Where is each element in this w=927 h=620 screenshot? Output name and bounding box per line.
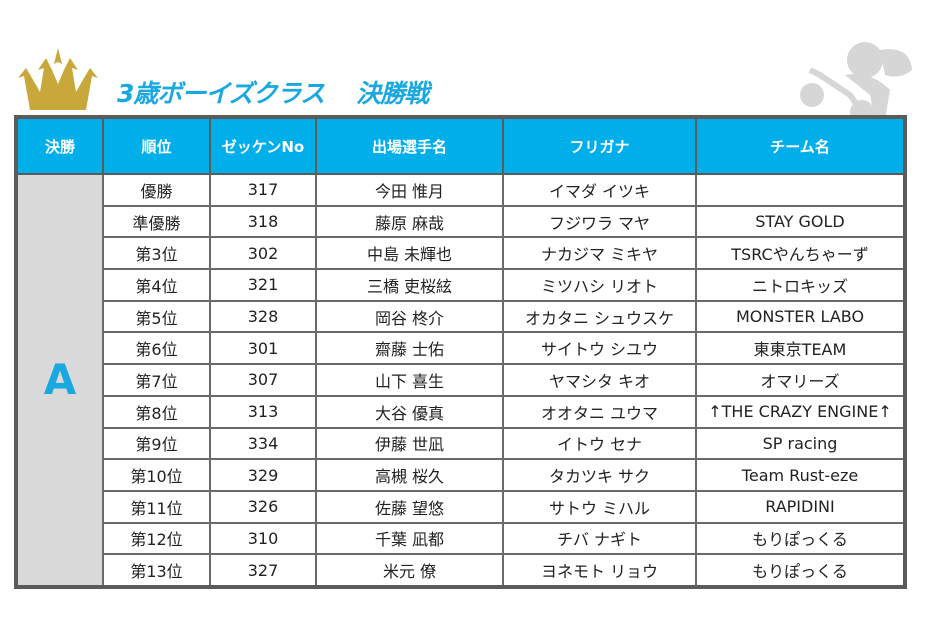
cell-no: 334	[209, 426, 317, 461]
cell-team: ↑THE CRAZY ENGINE↑	[695, 394, 906, 429]
cell-rank: 第5位	[102, 299, 211, 334]
cell-name: 伊藤 世凪	[315, 426, 504, 461]
cell-no: 326	[209, 489, 317, 524]
cell-rank: 第7位	[102, 363, 211, 397]
table-row: 第12位 310 千葉 凪都 チバ ナギト もりぽっくる	[16, 521, 906, 556]
cell-team: ニトロキッズ	[695, 268, 906, 302]
header-row: 決勝 順位 ゼッケンNo 出場選手名 フリガナ チーム名	[15, 116, 906, 175]
table-row: 準優勝 318 藤原 麻哉 フジワラ マヤ STAY GOLD	[16, 204, 906, 239]
cell-no: 327	[209, 553, 317, 588]
cell-kana: タカツキ サク	[502, 458, 697, 492]
table-row: 第10位 329 高槻 桜久 タカツキ サク Team Rust-eze	[16, 458, 906, 492]
cell-rank: 第10位	[102, 458, 211, 492]
cell-team: オマリーズ	[695, 363, 906, 397]
cell-no: 301	[209, 331, 317, 366]
cell-no: 313	[209, 394, 317, 429]
cell-team: RAPIDINI	[695, 489, 906, 524]
cell-name: 岡谷 柊介	[315, 299, 504, 334]
cell-team: STAY GOLD	[695, 204, 906, 239]
header-bib-no: ゼッケンNo	[209, 116, 317, 175]
header-rank: 順位	[102, 116, 211, 175]
cell-rank: 第11位	[102, 489, 211, 524]
cell-team	[695, 173, 906, 207]
cell-rank: 優勝	[102, 173, 211, 207]
table-row: A 優勝 317 今田 惟月 イマダ イツキ	[15, 173, 906, 588]
table-row: 第6位 301 齋藤 士佑 サイトウ シユウ 東東京TEAM	[16, 331, 906, 366]
cell-kana: オカタニ シュウスケ	[502, 299, 697, 334]
cell-kana: ヨネモト リョウ	[502, 553, 697, 588]
cell-kana: イマダ イツキ	[502, 173, 697, 207]
cell-no: 302	[209, 236, 317, 271]
table-row: 第4位 321 三橋 吏桜絃 ミツハシ リオト ニトロキッズ	[16, 268, 906, 302]
cell-name: 中島 未輝也	[315, 236, 504, 271]
table-row: 第9位 334 伊藤 世凪 イトウ セナ SP racing	[16, 426, 906, 461]
cell-name: 三橋 吏桜絃	[315, 268, 504, 302]
cell-kana: サトウ ミハル	[502, 489, 697, 524]
cell-team: TSRCやんちゃーず	[695, 236, 906, 271]
cell-kana: チバ ナギト	[502, 521, 697, 556]
table-row: 第7位 307 山下 喜生 ヤマシタ キオ オマリーズ	[16, 363, 906, 397]
cell-kana: ヤマシタ キオ	[502, 363, 697, 397]
cell-rank: 第3位	[102, 236, 211, 271]
cell-rank: 第9位	[102, 426, 211, 461]
header-final: 決勝	[15, 116, 104, 175]
header-name: 出場選手名	[315, 116, 504, 175]
cell-no: 310	[209, 521, 317, 556]
cell-name: 今田 惟月	[315, 173, 504, 207]
cell-kana: ナカジマ ミキヤ	[502, 236, 697, 271]
results-table: 決勝 順位 ゼッケンNo 出場選手名 フリガナ チーム名 A 優勝 317 今田 惟月 イマダ イ…	[14, 115, 907, 589]
cell-team: もりぽっくる	[695, 521, 906, 556]
cell-kana: フジワラ マヤ	[502, 204, 697, 239]
table-row: 第8位 313 大谷 優真 オオタニ ユウマ ↑THE CRAZY ENGINE↑	[16, 394, 906, 429]
cell-name: 齋藤 士佑	[315, 331, 504, 366]
stage-name: 決勝戦	[356, 79, 429, 108]
table-row: 第13位 327 米元 僚ヨネモト リョウ もりぽっくる	[16, 553, 906, 588]
table-row: 第11位 326 佐藤 望悠 サトウ ミハル RAPIDINI	[16, 489, 906, 524]
cell-team: SP racing	[695, 426, 906, 461]
cell-name: 米元 僚	[315, 553, 504, 588]
cell-no: 329	[209, 458, 317, 492]
cell-team: もりぽっくる	[695, 553, 906, 588]
cell-no: 321	[209, 268, 317, 302]
cell-rank: 準優勝	[102, 204, 211, 239]
cell-team: MONSTER LABO	[695, 299, 906, 334]
cell-no: 317	[209, 173, 317, 207]
cell-rank: 第4位	[102, 268, 211, 302]
page-title: 3歳ボーイズクラス 決勝戦	[117, 74, 429, 110]
cell-name: 佐藤 望悠	[315, 489, 504, 524]
cell-name: 大谷 優真	[315, 394, 504, 429]
cell-kana: ミツハシ リオト	[502, 268, 697, 302]
cell-team: 東東京TEAM	[695, 331, 906, 366]
crown-icon	[18, 48, 98, 110]
cell-kana: サイトウ シユウ	[502, 331, 697, 366]
cell-name: 藤原 麻哉	[315, 204, 504, 239]
class-name: 3歳ボーイズクラス	[117, 79, 325, 108]
cell-no: 318	[209, 204, 317, 239]
cell-kana: オオタニ ユウマ	[502, 394, 697, 429]
table-row: 第5位 328 岡谷 柊介 オカタニ シュウスケ MONSTER LABO	[16, 299, 906, 334]
header-team: チーム名	[695, 116, 906, 175]
cell-rank: 第8位	[102, 394, 211, 429]
cell-no: 328	[209, 299, 317, 334]
cell-kana: イトウ セナ	[502, 426, 697, 461]
cell-name: 千葉 凪都	[315, 521, 504, 556]
group-cell: A	[15, 173, 104, 588]
header-kana: フリガナ	[502, 116, 697, 175]
cell-no: 307	[209, 363, 317, 397]
cell-team: Team Rust-eze	[695, 458, 906, 492]
cell-name: 高槻 桜久	[315, 458, 504, 492]
table-row: 第3位 302 中島 未輝也 ナカジマ ミキヤ TSRCやんちゃーず	[16, 236, 906, 271]
cell-rank: 第12位	[102, 521, 211, 556]
cell-rank: 第13位	[102, 553, 211, 588]
cell-name: 山下 喜生	[315, 363, 504, 397]
cell-rank: 第6位	[102, 331, 211, 366]
